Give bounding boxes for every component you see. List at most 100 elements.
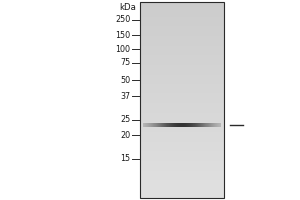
Bar	[200, 123, 201, 127]
Bar	[172, 123, 173, 127]
Bar	[194, 123, 195, 127]
Bar	[140, 166, 224, 167]
Bar	[167, 123, 168, 127]
Bar	[140, 46, 224, 47]
Bar	[140, 18, 224, 19]
Bar	[157, 123, 158, 127]
Bar	[140, 90, 224, 91]
Bar	[140, 48, 224, 49]
Bar	[140, 176, 224, 177]
Bar	[140, 180, 224, 181]
Bar	[140, 31, 224, 32]
Bar	[140, 27, 224, 28]
Bar	[178, 123, 179, 127]
Bar	[179, 123, 180, 127]
Bar	[157, 123, 158, 127]
Bar	[140, 64, 224, 65]
Bar	[140, 177, 224, 178]
Bar	[159, 123, 160, 127]
Bar	[196, 123, 197, 127]
Bar	[140, 68, 224, 69]
Bar	[140, 111, 224, 112]
Bar	[140, 56, 224, 57]
Bar	[140, 192, 224, 193]
Bar	[147, 123, 148, 127]
Bar	[140, 29, 224, 30]
Bar	[188, 123, 189, 127]
Bar	[174, 123, 175, 127]
Bar	[140, 50, 224, 51]
Bar	[140, 196, 224, 197]
Bar	[176, 123, 177, 127]
Bar	[177, 123, 178, 127]
Bar	[171, 123, 172, 127]
Bar	[140, 155, 224, 156]
Bar	[140, 130, 224, 131]
Bar	[140, 19, 224, 20]
Bar	[140, 181, 224, 182]
Bar	[140, 44, 224, 45]
Bar	[140, 96, 224, 97]
Bar	[162, 123, 163, 127]
Bar	[191, 123, 192, 127]
Bar	[140, 127, 224, 128]
Bar	[140, 137, 224, 138]
Bar	[170, 123, 171, 127]
Bar	[140, 139, 224, 140]
Bar	[140, 61, 224, 62]
Bar	[153, 123, 154, 127]
Bar	[140, 184, 224, 185]
Bar	[211, 123, 212, 127]
Bar	[140, 23, 224, 24]
Bar	[162, 123, 163, 127]
Bar	[212, 123, 213, 127]
Bar	[167, 123, 168, 127]
Bar	[140, 13, 224, 14]
Bar	[140, 95, 224, 96]
Bar	[140, 171, 224, 172]
Bar	[206, 123, 207, 127]
Bar	[140, 104, 224, 105]
Bar	[140, 162, 224, 163]
Bar	[145, 123, 146, 127]
Bar	[140, 120, 224, 121]
Bar	[140, 84, 224, 85]
Bar	[140, 76, 224, 77]
Bar	[203, 123, 204, 127]
Bar	[153, 123, 154, 127]
Bar	[140, 133, 224, 134]
Bar	[140, 82, 224, 83]
Bar	[140, 163, 224, 164]
Bar	[154, 123, 155, 127]
Bar	[140, 74, 224, 75]
Bar	[140, 110, 224, 111]
Bar	[140, 163, 224, 164]
Bar	[140, 116, 224, 117]
Bar	[140, 67, 224, 68]
Bar	[166, 123, 167, 127]
Bar	[194, 123, 195, 127]
Bar	[140, 21, 224, 22]
Bar	[140, 29, 224, 30]
Bar	[140, 39, 224, 40]
Bar	[216, 123, 217, 127]
Bar	[140, 89, 224, 90]
Bar	[140, 80, 224, 81]
Bar	[169, 123, 170, 127]
Bar	[140, 2, 224, 198]
Bar	[140, 129, 224, 130]
Bar	[208, 123, 209, 127]
Bar	[174, 123, 175, 127]
Bar	[140, 113, 224, 114]
Bar	[190, 123, 191, 127]
Bar	[140, 164, 224, 165]
Bar	[183, 123, 184, 127]
Bar	[180, 123, 181, 127]
Bar	[192, 123, 193, 127]
Bar	[165, 123, 166, 127]
Text: 75: 75	[120, 58, 130, 67]
Bar	[140, 109, 224, 110]
Bar	[175, 123, 176, 127]
Bar	[216, 123, 217, 127]
Bar	[140, 195, 224, 196]
